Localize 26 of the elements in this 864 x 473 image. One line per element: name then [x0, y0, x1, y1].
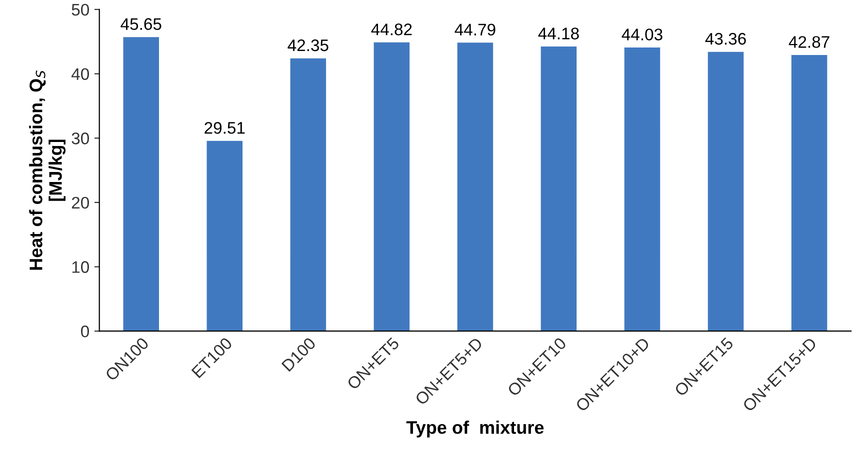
bar: [624, 48, 660, 332]
data-label: 44.79: [454, 24, 496, 36]
bar: [374, 42, 410, 332]
data-label: 45.65: [120, 18, 162, 30]
text: Heat of combustion, Q$_{S}$ [MJ/kg]: [29, 70, 66, 270]
y-tick-label: 40: [71, 68, 89, 80]
data-label: 44.18: [538, 28, 579, 40]
bar: [708, 52, 744, 332]
data-label: 42.87: [788, 36, 830, 48]
data-label: 42.35: [288, 39, 328, 52]
data-label: 29.51: [204, 122, 245, 134]
bar: [457, 42, 494, 332]
data-label: 44.03: [622, 28, 662, 40]
data-label: 43.36: [705, 32, 746, 45]
y-tick-label: 20: [72, 196, 89, 209]
y-tick-label: 0: [81, 326, 89, 338]
data-label: 44.82: [371, 24, 412, 36]
bar: [290, 58, 326, 332]
bar: [540, 46, 577, 332]
y-tick-label: 30: [72, 132, 89, 144]
y-tick-label: 10: [72, 261, 89, 273]
bar: [123, 37, 160, 332]
x-axis-title: Type of mixture: [406, 420, 544, 438]
bar: [206, 140, 243, 332]
y-tick-label: 50: [72, 4, 89, 16]
bar: [791, 54, 828, 332]
